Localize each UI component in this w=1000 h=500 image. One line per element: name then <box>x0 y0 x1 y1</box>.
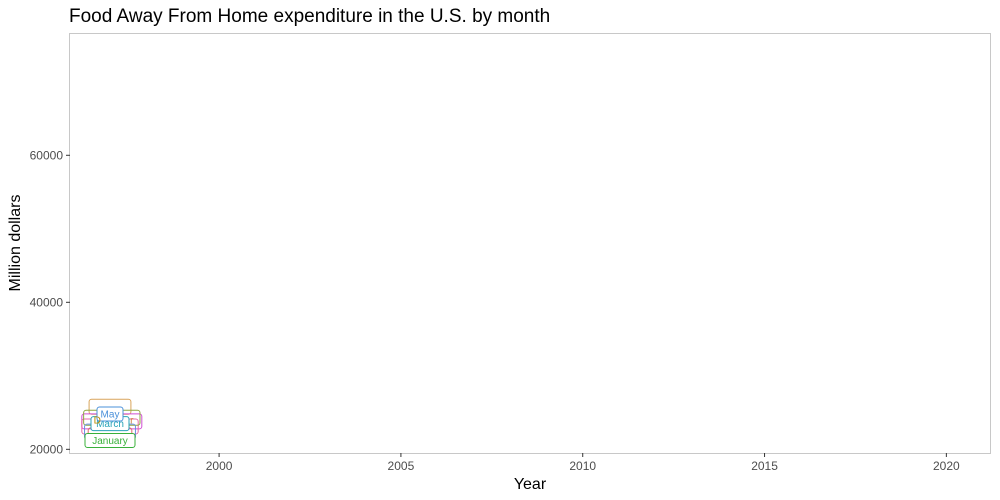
month-label-box <box>96 406 124 422</box>
x-axis: 2000 2005 2010 2015 2020 <box>206 453 960 473</box>
month-label-text: January <box>92 436 128 447</box>
chart-title: Food Away From Home expenditure in the U… <box>69 6 550 27</box>
y-tick-label: 60000 <box>30 148 64 162</box>
month-label-text: May <box>101 410 120 421</box>
x-tick-label: 2000 <box>206 459 233 473</box>
x-tick-label: 2020 <box>933 459 960 473</box>
month-label: January <box>84 433 136 449</box>
month-label: r <box>130 415 134 426</box>
x-axis-title: Year <box>514 476 547 493</box>
month-label-box <box>84 433 136 449</box>
month-label-text: March <box>96 419 124 430</box>
month-label-text: D <box>94 415 101 426</box>
plot-panel <box>69 33 991 454</box>
y-axis: 20000 40000 60000 <box>30 148 70 456</box>
y-tick-label: 20000 <box>30 442 64 456</box>
x-tick-label: 2005 <box>388 459 415 473</box>
month-label: May <box>96 406 124 422</box>
x-tick-label: 2015 <box>751 459 778 473</box>
month-label: D <box>94 415 101 426</box>
y-axis-title: Million dollars <box>7 195 24 292</box>
month-label-text: r <box>130 415 134 426</box>
x-tick-label: 2010 <box>569 459 596 473</box>
y-tick-label: 40000 <box>30 295 64 309</box>
